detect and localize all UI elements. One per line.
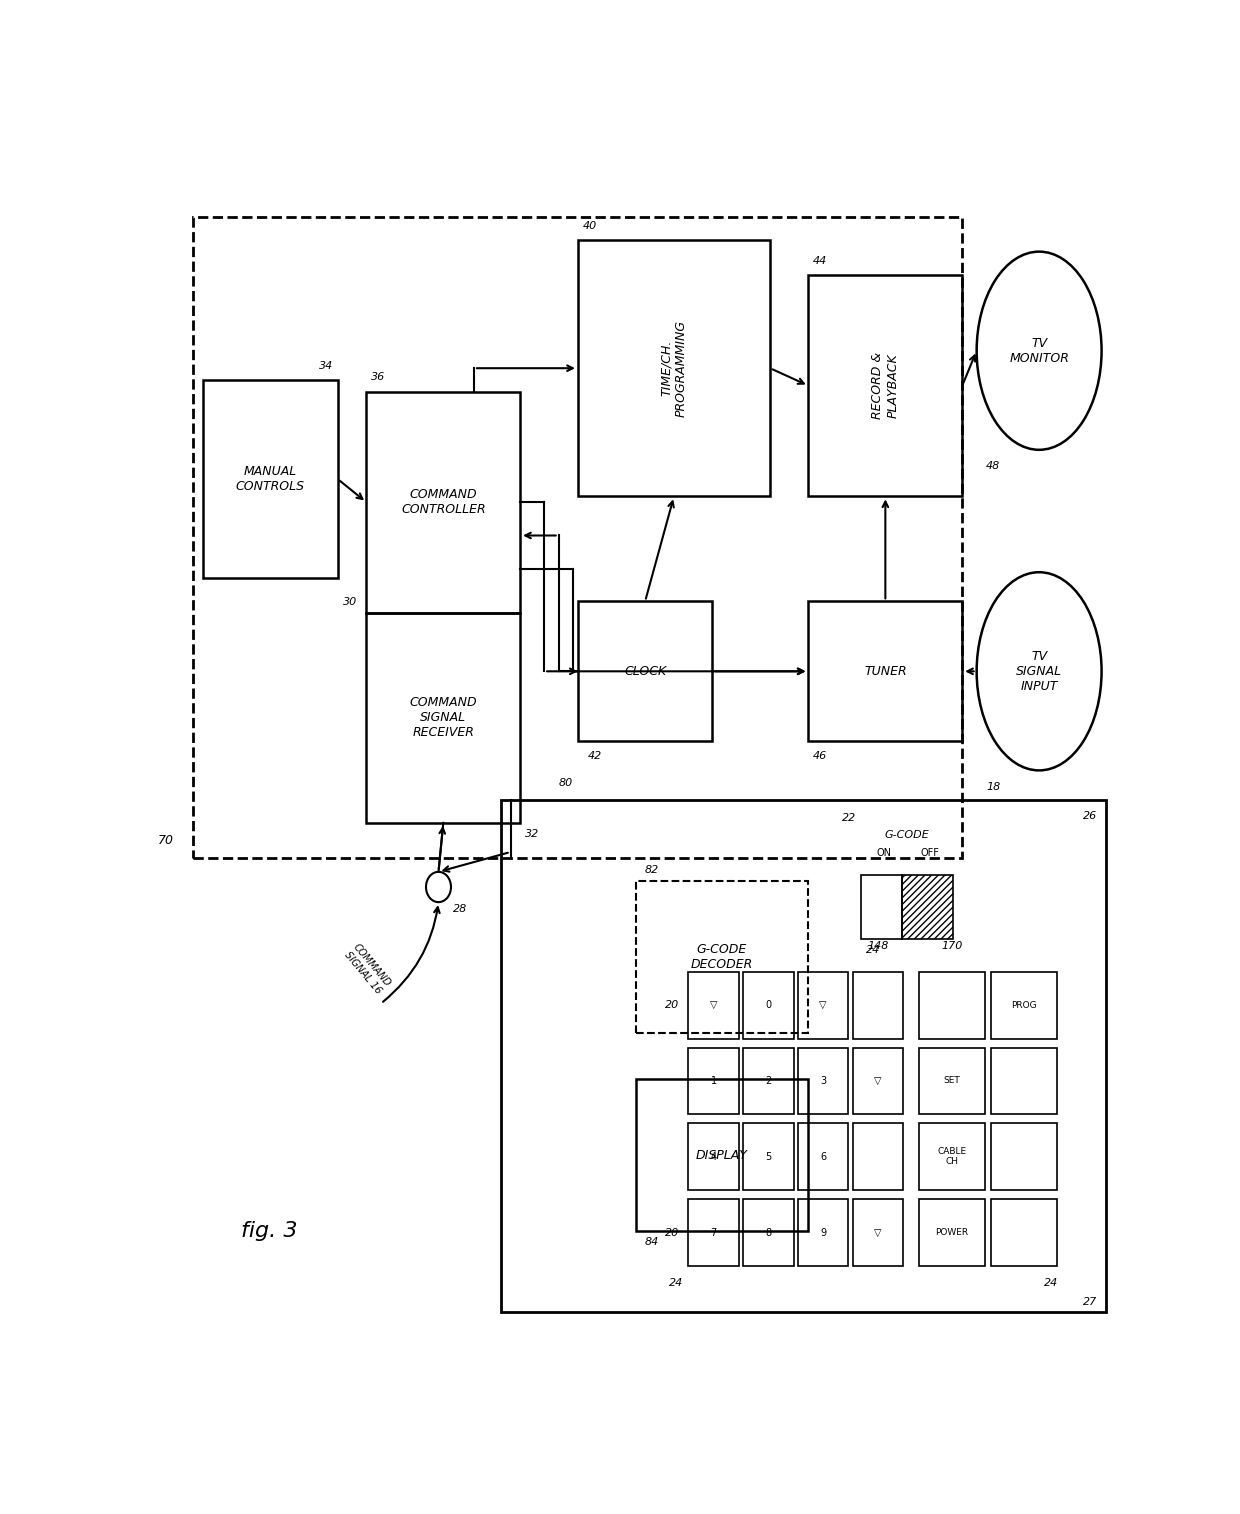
Bar [688, 1199, 739, 1266]
Bar [808, 601, 962, 742]
Text: DISPLAY: DISPLAY [696, 1149, 748, 1161]
Bar [688, 972, 739, 1039]
Text: PROG: PROG [1012, 1001, 1037, 1010]
Text: TIME/CH.
PROGRAMMING: TIME/CH. PROGRAMMING [660, 319, 688, 416]
Text: COMMAND
SIGNAL
RECEIVER: COMMAND SIGNAL RECEIVER [409, 696, 477, 739]
Text: 24: 24 [866, 945, 880, 955]
Bar [578, 601, 712, 742]
Bar [367, 613, 521, 824]
Bar [808, 276, 962, 497]
Bar [853, 1199, 903, 1266]
Text: 82: 82 [645, 866, 660, 875]
Bar [903, 875, 952, 939]
Bar [797, 1048, 848, 1114]
Bar [991, 1123, 1058, 1190]
Bar [919, 972, 986, 1039]
Text: 44: 44 [813, 256, 827, 265]
Bar [862, 875, 903, 939]
Text: 28: 28 [453, 904, 467, 914]
Text: 80: 80 [558, 778, 573, 787]
Bar [919, 1199, 986, 1266]
Text: 5: 5 [765, 1152, 771, 1161]
Text: 34: 34 [319, 360, 332, 371]
Text: 3: 3 [820, 1076, 826, 1086]
Bar [853, 1048, 903, 1114]
Bar [797, 972, 848, 1039]
Text: RECORD &
PLAYBACK: RECORD & PLAYBACK [872, 353, 899, 419]
Text: 2: 2 [765, 1076, 771, 1086]
Text: MANUAL
CONTROLS: MANUAL CONTROLS [236, 465, 305, 494]
Bar [635, 881, 808, 1033]
Bar [501, 799, 1106, 1313]
Text: CLOCK: CLOCK [624, 665, 666, 678]
Bar [743, 972, 794, 1039]
Text: 18: 18 [986, 783, 1001, 792]
Text: 32: 32 [525, 828, 539, 839]
Text: 46: 46 [813, 751, 827, 760]
Text: 4: 4 [711, 1152, 717, 1161]
Text: ▽: ▽ [709, 1001, 717, 1010]
Text: 0: 0 [765, 1001, 771, 1010]
Text: 20: 20 [665, 1001, 678, 1010]
Bar [991, 972, 1058, 1039]
Text: 6: 6 [820, 1152, 826, 1161]
Bar [919, 1048, 986, 1114]
Text: 36: 36 [371, 372, 386, 382]
Text: ▽: ▽ [820, 1001, 827, 1010]
Text: 170: 170 [941, 942, 962, 951]
Bar [853, 1123, 903, 1190]
Bar [635, 1079, 808, 1231]
Bar [853, 972, 903, 1039]
Text: OFF: OFF [920, 848, 939, 858]
Text: 48: 48 [986, 462, 1001, 471]
Bar [743, 1199, 794, 1266]
Text: ▽: ▽ [874, 1228, 882, 1237]
Bar [193, 217, 962, 858]
Text: COMMAND
CONTROLLER: COMMAND CONTROLLER [401, 489, 486, 516]
Text: 24: 24 [670, 1278, 683, 1287]
Text: TV
SIGNAL
INPUT: TV SIGNAL INPUT [1016, 650, 1063, 693]
Text: 9: 9 [820, 1228, 826, 1237]
Bar [743, 1123, 794, 1190]
Bar [991, 1048, 1058, 1114]
Text: 27: 27 [1083, 1296, 1096, 1307]
Bar [688, 1123, 739, 1190]
Text: 8: 8 [765, 1228, 771, 1237]
Text: POWER: POWER [936, 1228, 968, 1237]
Bar [688, 1048, 739, 1114]
Text: G-CODE
DECODER: G-CODE DECODER [691, 943, 753, 970]
Text: 42: 42 [588, 751, 601, 760]
Bar [797, 1123, 848, 1190]
Bar [743, 1048, 794, 1114]
Text: 70: 70 [159, 834, 174, 846]
Text: 7: 7 [711, 1228, 717, 1237]
Text: SET: SET [944, 1076, 961, 1086]
Bar [578, 239, 770, 497]
Text: 20: 20 [665, 1228, 678, 1237]
Text: 26: 26 [1083, 812, 1096, 821]
Text: 84: 84 [645, 1237, 660, 1246]
Text: 30: 30 [342, 597, 357, 607]
Bar [203, 380, 337, 578]
Text: 148: 148 [867, 942, 889, 951]
Text: ▽: ▽ [874, 1076, 882, 1086]
Bar [919, 1123, 986, 1190]
Text: TUNER: TUNER [864, 665, 906, 678]
Text: 40: 40 [583, 221, 596, 230]
Bar [991, 1199, 1058, 1266]
Text: COMMAND
SIGNAL 16: COMMAND SIGNAL 16 [342, 942, 393, 996]
Bar [367, 392, 521, 613]
Text: G-CODE: G-CODE [884, 830, 929, 840]
Text: 1: 1 [711, 1076, 717, 1086]
Text: 22: 22 [842, 813, 857, 824]
Text: TV
MONITOR: TV MONITOR [1009, 336, 1069, 365]
Text: CABLE
CH: CABLE CH [937, 1148, 967, 1166]
Text: fig. 3: fig. 3 [242, 1220, 298, 1241]
Text: ON: ON [877, 848, 892, 858]
Text: 24: 24 [1044, 1278, 1059, 1287]
Bar [797, 1199, 848, 1266]
